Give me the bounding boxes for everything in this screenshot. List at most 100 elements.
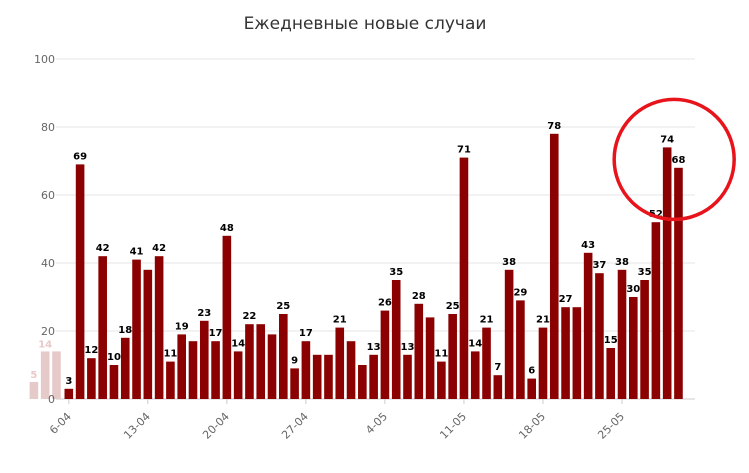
bar-value-label: 42 — [96, 243, 110, 254]
bar-value-label: 21 — [333, 315, 347, 326]
x-tick-label: 13-04 — [121, 410, 153, 442]
bar-value-label: 7 — [494, 362, 501, 373]
bar-value-label: 21 — [480, 315, 494, 326]
bar — [437, 361, 446, 399]
bar — [425, 317, 435, 399]
bar — [516, 300, 525, 399]
bar — [549, 133, 559, 400]
bar-value-label: 38 — [502, 257, 516, 268]
bar — [595, 273, 604, 399]
bar-value-label: 38 — [615, 257, 629, 268]
bar — [267, 334, 277, 399]
bars — [64, 133, 683, 400]
bar — [459, 157, 469, 399]
bar-value-label: 22 — [242, 311, 256, 322]
bar — [132, 259, 141, 399]
bar-value-label: 6 — [528, 366, 535, 377]
bar — [166, 361, 175, 399]
bar — [256, 324, 266, 399]
chart-title: Ежедневные новые случаи — [244, 14, 487, 34]
faded-bars: 5 14 — [29, 339, 61, 399]
bar-value-label: 25 — [446, 301, 460, 312]
x-tick-label: 27-04 — [279, 410, 311, 442]
bar — [279, 314, 288, 399]
bar-value-label: 14 — [231, 338, 245, 349]
bar-value-label: 13 — [401, 342, 415, 353]
bar-value-label: 12 — [84, 345, 98, 356]
bar-value-label: 74 — [660, 134, 674, 145]
bar-value-label: 52 — [649, 209, 663, 220]
bar — [301, 341, 311, 399]
bar-value-label: 10 — [107, 352, 121, 363]
bar-value-label: 23 — [197, 308, 211, 319]
bar — [448, 314, 457, 399]
faded-bar-label: 5 — [30, 370, 37, 381]
bar-value-label: 14 — [468, 338, 482, 349]
bar — [177, 334, 186, 399]
highlight — [612, 97, 736, 222]
bar — [640, 280, 649, 399]
bar — [233, 351, 243, 399]
bar — [154, 256, 164, 399]
bar-value-label: 17 — [209, 328, 223, 339]
bar-value-label: 28 — [412, 291, 426, 302]
bar — [583, 252, 593, 399]
bar — [120, 337, 130, 399]
highlight-circle — [612, 97, 736, 222]
x-tick-label: 6-04 — [47, 410, 74, 437]
bar — [504, 269, 514, 399]
bar-value-label: 35 — [389, 267, 403, 278]
bar-value-label: 26 — [378, 298, 392, 309]
bar — [346, 341, 356, 399]
y-tick-label: 80 — [41, 121, 55, 134]
bar — [75, 164, 85, 399]
bar — [188, 341, 198, 399]
x-tick-label: 18-05 — [516, 410, 548, 442]
bar-value-label: 68 — [671, 155, 685, 166]
bar-value-label: 37 — [592, 260, 606, 271]
bar — [290, 368, 299, 399]
bar — [470, 351, 480, 399]
bar-value-label: 69 — [73, 151, 87, 162]
x-tick-label: 4-05 — [363, 410, 390, 437]
faded-bar — [40, 351, 50, 399]
bar-value-label: 71 — [457, 145, 471, 156]
y-tick-label: 20 — [41, 325, 55, 338]
bar-value-label: 43 — [581, 240, 595, 251]
bar — [199, 320, 209, 399]
bar — [380, 310, 390, 399]
bar — [109, 365, 119, 399]
bar — [222, 235, 232, 399]
bar-value-label: 21 — [536, 315, 550, 326]
bar-value-label: 78 — [547, 121, 561, 132]
bar-value-label: 17 — [299, 328, 313, 339]
bar — [335, 327, 345, 399]
bar — [143, 269, 153, 399]
x-tick-label: 11-05 — [437, 410, 469, 442]
faded-bar — [29, 382, 39, 399]
bar — [87, 358, 96, 399]
bar — [211, 341, 220, 399]
x-axis-ticks: 6-04 13-04 20-04 27-04 4-05 11-05 18-05 25-05 — [47, 399, 627, 442]
bar — [662, 147, 672, 399]
data-labels: 3 69 12 42 10 18 41 42 11 19 23 17 48 14 22 25 9 17 21 13 26… — [65, 121, 685, 387]
bar — [414, 303, 424, 399]
bar-value-label: 15 — [604, 335, 618, 346]
bar — [403, 354, 412, 399]
bar-value-label: 29 — [513, 287, 527, 298]
bar — [606, 348, 616, 399]
bar — [527, 378, 536, 399]
bar — [572, 307, 582, 399]
faded-bar-label: 14 — [38, 339, 52, 350]
bar-value-label: 3 — [65, 376, 72, 387]
bar-value-label: 9 — [291, 355, 298, 366]
x-tick-label: 20-04 — [200, 410, 232, 442]
bar — [651, 222, 661, 399]
bar-value-label: 18 — [118, 325, 132, 336]
bar — [674, 167, 683, 399]
bar-value-label: 11 — [163, 349, 177, 360]
bar-value-label: 41 — [130, 247, 144, 258]
bar-value-label: 48 — [220, 223, 234, 234]
